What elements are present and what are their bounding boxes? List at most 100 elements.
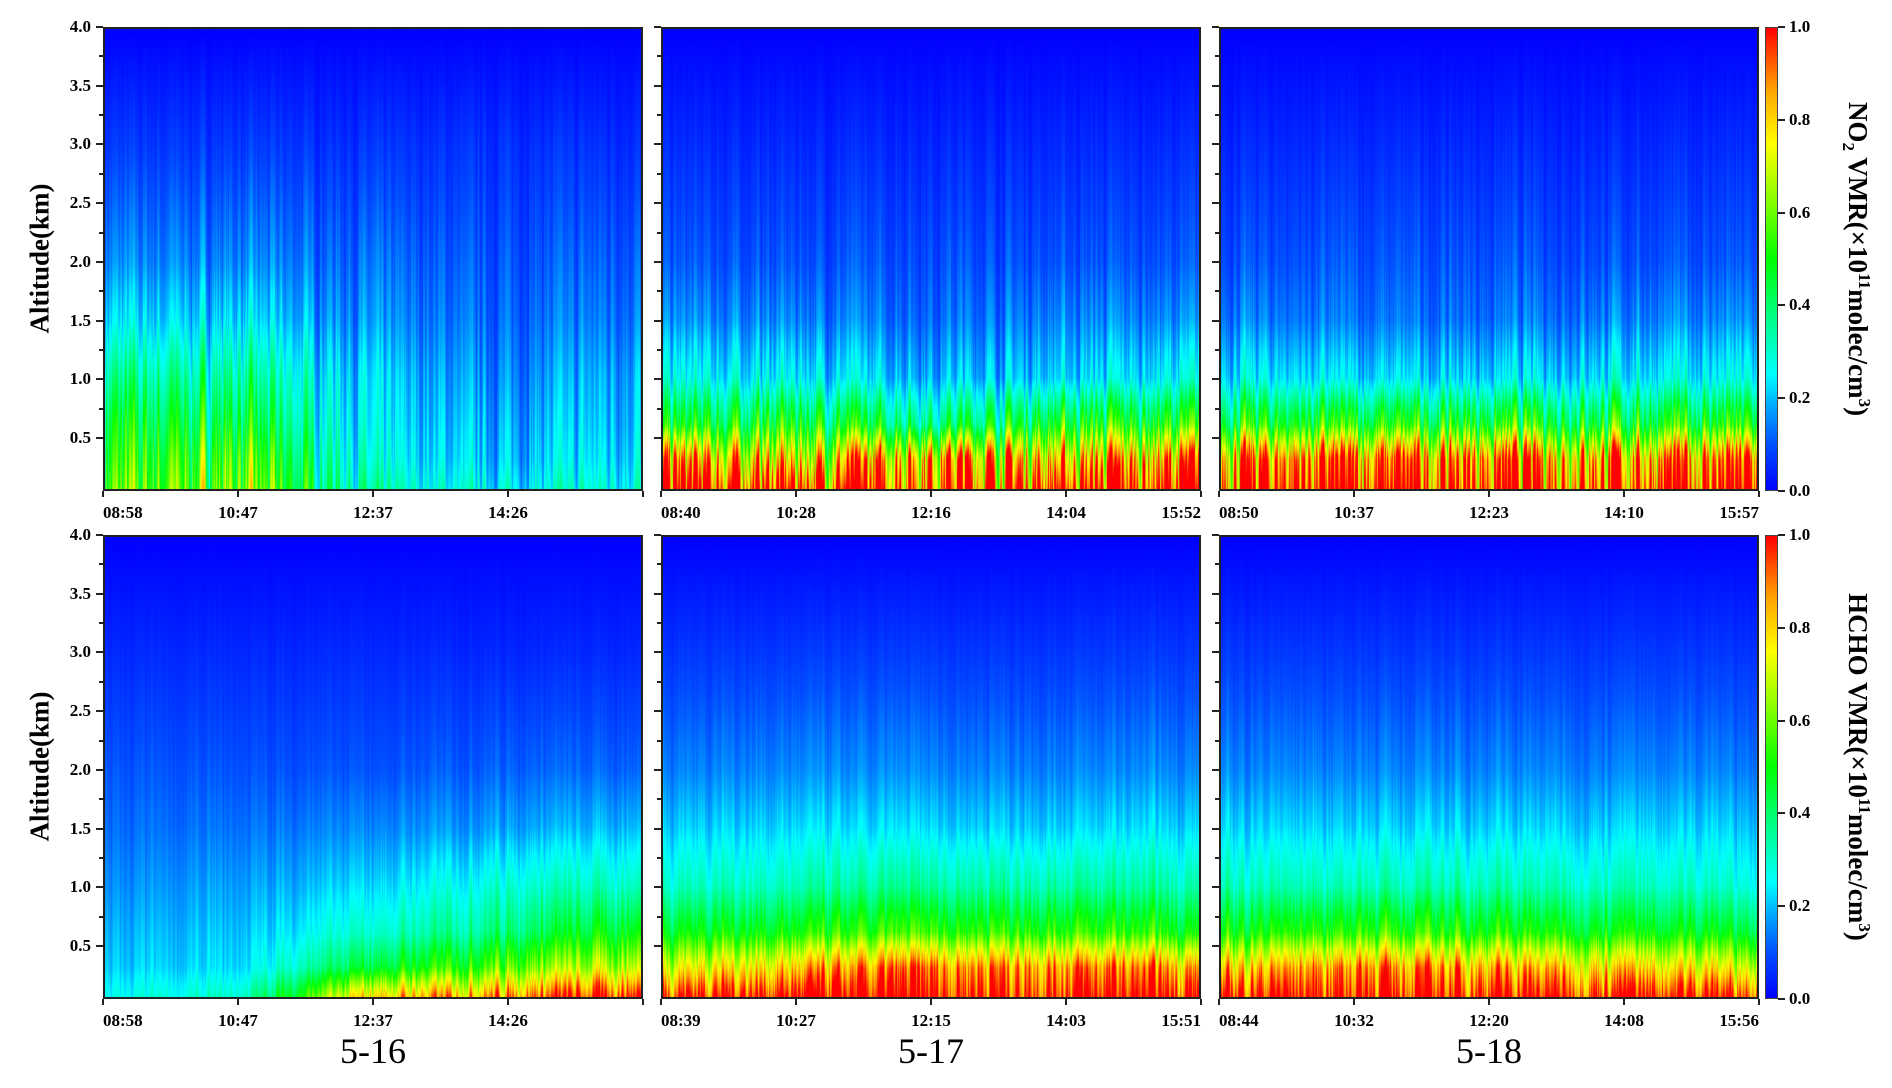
x-tick-label: 14:10 [1604, 503, 1644, 522]
colorbar-no2 [1765, 27, 1778, 491]
y-minor-tick [1215, 680, 1219, 683]
y-tick-mark [96, 260, 103, 263]
heatmap-cells [663, 537, 1199, 997]
y-minor-tick [657, 290, 661, 293]
y-minor-tick [657, 563, 661, 566]
x-tick-mark [102, 491, 104, 497]
x-tick-mark [372, 491, 374, 497]
y-tick-mark [1212, 319, 1219, 322]
y-minor-tick [657, 798, 661, 801]
y-minor-tick [1215, 915, 1219, 918]
x-tick-label: 10:47 [218, 503, 258, 522]
colorbar-tick-label: 0.4 [1789, 295, 1811, 315]
x-tick-label: 10:27 [776, 1011, 816, 1030]
y-tick-label: 2.5 [69, 193, 91, 213]
y-tick-mark [1212, 768, 1219, 771]
y-tick-label: 3.0 [69, 642, 91, 662]
y-tick-mark [96, 202, 103, 205]
heatmap-panel-hcho-5-18 [1219, 535, 1759, 999]
x-tick-mark [1218, 491, 1220, 497]
y-minor-tick [1215, 563, 1219, 566]
y-tick-label: 1.0 [69, 369, 91, 389]
colorbar-label-part: 3 [1855, 923, 1875, 932]
y-tick-mark [96, 886, 103, 889]
colorbar-tick-label: 0.2 [1789, 388, 1811, 408]
y-tick-label: 2.0 [69, 759, 91, 779]
y-minor-tick [1215, 349, 1219, 352]
x-tick-label: 12:16 [911, 503, 951, 522]
colorbar-tick-mark [1778, 490, 1785, 492]
x-tick-mark [1623, 999, 1625, 1005]
y-tick-mark [96, 710, 103, 713]
colorbar-label: HCHO VMR(×1011molec/cm3) [1838, 593, 1874, 941]
y-tick-label: 0.5 [69, 936, 91, 956]
colorbar-tick-label: 0.4 [1789, 803, 1811, 823]
y-tick-mark [96, 592, 103, 595]
x-tick-label: 15:52 [1161, 503, 1201, 522]
colorbar-tick-mark [1778, 397, 1785, 400]
y-tick-mark [1212, 710, 1219, 713]
y-minor-tick [99, 349, 103, 352]
x-tick-label: 10:28 [776, 503, 816, 522]
x-tick-label: 14:03 [1046, 1011, 1086, 1030]
y-minor-tick [99, 231, 103, 234]
day-label: 5-16 [340, 1031, 406, 1071]
x-tick-mark [102, 999, 104, 1005]
x-tick-label: 12:37 [353, 503, 393, 522]
y-tick-label: 4.0 [69, 525, 91, 544]
y-axis-label: Altitude(km) [24, 691, 55, 842]
x-tick-mark [1488, 491, 1490, 497]
heatmap-panel-no2-5-16 [103, 27, 643, 491]
x-tick-label: 14:26 [488, 503, 528, 522]
y-tick-mark [1212, 202, 1219, 205]
colorbar-label-part: NO [1843, 101, 1874, 143]
y-tick-mark [654, 651, 661, 654]
x-tick-label: 12:37 [353, 1011, 393, 1030]
y-tick-mark [1212, 143, 1219, 146]
y-minor-tick [99, 622, 103, 625]
y-tick-mark [654, 202, 661, 205]
y-minor-tick [99, 857, 103, 860]
x-tick-mark [237, 491, 239, 497]
y-tick-mark [654, 945, 661, 948]
colorbar-label: NO2 VMR(×1011molec/cm3) [1838, 102, 1874, 416]
y-minor-tick [99, 915, 103, 918]
y-tick-label: 1.5 [69, 818, 91, 838]
colorbar-label-part: ) [1843, 931, 1874, 941]
day-label: 5-18 [1456, 1031, 1522, 1071]
y-minor-tick [99, 290, 103, 293]
x-tick-label: 14:08 [1604, 1011, 1644, 1030]
y-tick-mark [1212, 827, 1219, 830]
y-tick-mark [1212, 886, 1219, 889]
colorbar-tick-label: 0.6 [1789, 202, 1811, 222]
x-tick-mark [660, 999, 662, 1005]
y-tick-mark [654, 378, 661, 381]
heatmap-cells [1221, 29, 1757, 489]
y-minor-tick [657, 680, 661, 683]
heatmap-panel-no2-5-18 [1219, 27, 1759, 491]
colorbar-label-part: 2 [1838, 142, 1858, 151]
heatmap-cells [663, 29, 1199, 489]
y-tick-label: 0.5 [69, 428, 91, 448]
y-minor-tick [1215, 290, 1219, 293]
heatmap-cells [105, 537, 641, 997]
heatmap-panel-hcho-5-16 [103, 535, 643, 999]
heatmap-panel-hcho-5-17 [661, 535, 1201, 999]
x-tick-label: 08:58 [103, 1011, 143, 1030]
y-tick-mark [1212, 945, 1219, 948]
x-tick-mark [795, 491, 797, 497]
x-tick-label: 08:39 [661, 1011, 701, 1030]
y-tick-mark [96, 378, 103, 381]
x-tick-mark [1200, 999, 1202, 1005]
x-tick-mark [237, 999, 239, 1005]
x-tick-label: 14:26 [488, 1011, 528, 1030]
colorbar-label-part: HCHO [1843, 593, 1874, 676]
y-minor-tick [657, 55, 661, 58]
heatmap-cells [105, 29, 641, 489]
y-minor-tick [99, 55, 103, 58]
y-minor-tick [657, 739, 661, 742]
y-minor-tick [99, 680, 103, 683]
colorbar-tick-mark [1778, 998, 1785, 1000]
y-minor-tick [657, 915, 661, 918]
x-tick-mark [1353, 491, 1355, 497]
